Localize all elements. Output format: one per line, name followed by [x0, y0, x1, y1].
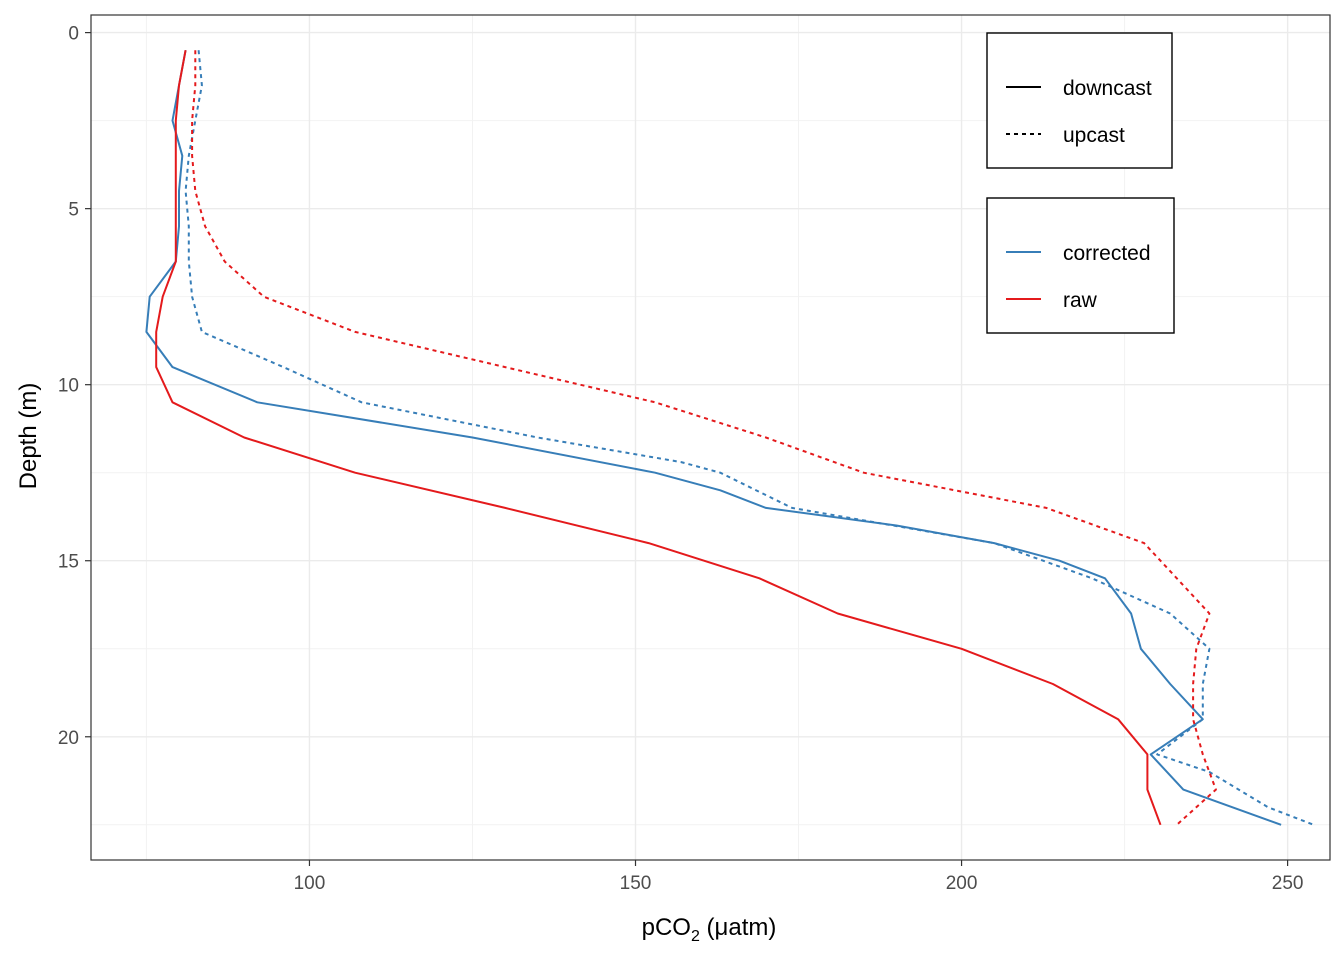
x-axis-title: pCO2 (μatm) [642, 914, 777, 945]
series-line-2 [155, 50, 1162, 826]
legend-label: corrected [1063, 242, 1151, 265]
legend-box [986, 32, 1173, 169]
y-tick-label: 10 [58, 376, 79, 397]
legend-label: upcast [1063, 124, 1125, 147]
y-tick-label: 5 [68, 200, 79, 221]
y-tick-label: 20 [58, 728, 79, 749]
x-tick-label: 200 [946, 873, 978, 894]
legend-box [986, 197, 1175, 334]
y-tick-label: 15 [58, 552, 79, 573]
legends: downcast upcast corrected raw [986, 32, 1175, 334]
y-axis-title: Depth (m) [15, 383, 42, 490]
legend-0: downcast upcast [986, 32, 1173, 169]
series-line-1 [184, 50, 1315, 826]
series-line-3 [191, 50, 1217, 826]
grid-lines [91, 15, 1330, 860]
x-axis: 100 150 200 250 [294, 860, 1304, 894]
x-tick-label: 250 [1272, 873, 1304, 894]
plot-border [90, 14, 1331, 861]
y-axis: 0 5 10 15 20 [58, 24, 91, 749]
legend-label: raw [1063, 289, 1098, 312]
x-tick-label: 100 [294, 873, 326, 894]
legend-label: downcast [1063, 77, 1152, 100]
x-tick-label: 150 [620, 873, 652, 894]
legend-1: corrected raw [986, 197, 1175, 334]
series-layer [145, 50, 1315, 826]
y-tick-label: 0 [68, 24, 79, 45]
series-line-0 [145, 50, 1282, 826]
